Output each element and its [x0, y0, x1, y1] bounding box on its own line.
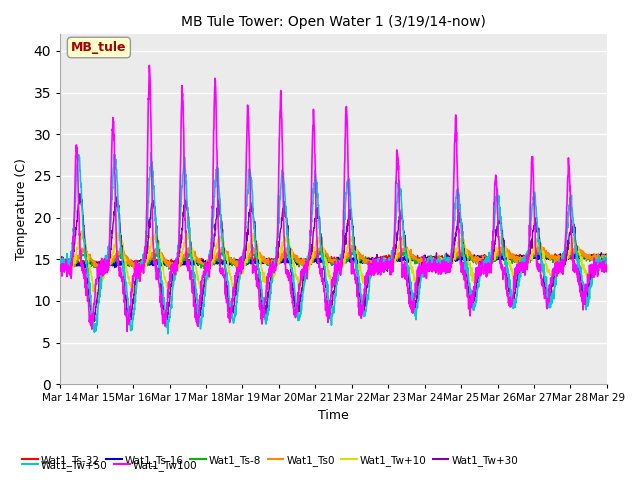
Wat1_Tw+50 — [209, 208, 217, 214]
Wat1_Tw100 — [145, 62, 153, 68]
Wat1_Ts-32 — [349, 259, 357, 264]
Wat1_Tw+30 — [493, 226, 500, 232]
Y-axis label: Temperature (C): Temperature (C) — [15, 158, 28, 260]
Legend: Wat1_Ts-32, Wat1_Ts-16, Wat1_Ts-8, Wat1_Ts0, Wat1_Tw+10, Wat1_Tw+30: Wat1_Ts-32, Wat1_Ts-16, Wat1_Ts-8, Wat1_… — [18, 451, 522, 470]
Wat1_Ts-8 — [349, 252, 357, 257]
Wat1_Ts-8 — [209, 260, 217, 265]
Wat1_Ts-32 — [65, 264, 72, 269]
Wat1_Tw100 — [350, 268, 358, 274]
Wat1_Ts0 — [534, 242, 542, 248]
Wat1_Ts-32 — [362, 257, 369, 263]
Wat1_Ts-8 — [556, 255, 563, 261]
Wat1_Ts0 — [362, 257, 369, 263]
Wat1_Tw+50 — [556, 257, 563, 263]
Wat1_Ts0 — [603, 251, 611, 257]
Wat1_Ts-32 — [209, 257, 217, 263]
X-axis label: Time: Time — [318, 409, 349, 422]
Wat1_Tw+50 — [603, 265, 611, 271]
Wat1_Ts-16 — [209, 261, 217, 267]
Wat1_Ts-8 — [570, 250, 578, 256]
Wat1_Tw+10 — [362, 278, 369, 284]
Wat1_Tw+10 — [603, 256, 611, 262]
Wat1_Tw+10 — [56, 264, 64, 269]
Wat1_Tw100 — [362, 282, 369, 288]
Line: Wat1_Ts-8: Wat1_Ts-8 — [60, 249, 607, 270]
Title: MB Tule Tower: Open Water 1 (3/19/14-now): MB Tule Tower: Open Water 1 (3/19/14-now… — [181, 15, 486, 29]
Wat1_Tw+30 — [209, 243, 217, 249]
Wat1_Tw100 — [56, 262, 64, 268]
Wat1_Tw+10 — [493, 246, 500, 252]
Wat1_Tw100 — [603, 267, 611, 273]
Wat1_Ts-16 — [570, 255, 578, 261]
Line: Wat1_Tw100: Wat1_Tw100 — [60, 65, 607, 331]
Wat1_Tw+50 — [362, 308, 369, 313]
Wat1_Ts-32 — [598, 250, 605, 255]
Wat1_Tw+30 — [56, 264, 64, 270]
Wat1_Ts-16 — [362, 257, 369, 263]
Wat1_Ts-16 — [555, 254, 563, 260]
Wat1_Ts-32 — [493, 253, 500, 259]
Wat1_Tw+30 — [570, 228, 578, 234]
Wat1_Tw+30 — [556, 268, 563, 274]
Line: Wat1_Tw+30: Wat1_Tw+30 — [60, 194, 607, 326]
Wat1_Ts0 — [56, 266, 64, 272]
Wat1_Ts-32 — [570, 253, 578, 259]
Line: Wat1_Ts-32: Wat1_Ts-32 — [60, 252, 607, 266]
Wat1_Ts-16 — [603, 251, 611, 257]
Wat1_Tw+50 — [350, 250, 358, 255]
Wat1_Tw100 — [209, 167, 217, 173]
Line: Wat1_Ts0: Wat1_Ts0 — [60, 245, 607, 271]
Wat1_Tw+30 — [362, 300, 369, 306]
Wat1_Ts-16 — [493, 257, 500, 263]
Wat1_Ts-8 — [97, 267, 104, 273]
Line: Wat1_Tw+10: Wat1_Tw+10 — [60, 229, 607, 299]
Wat1_Ts-32 — [603, 254, 611, 260]
Legend: Wat1_Tw+50, Wat1_Tw100: Wat1_Tw+50, Wat1_Tw100 — [18, 456, 202, 475]
Wat1_Ts-8 — [535, 246, 543, 252]
Wat1_Tw+30 — [350, 243, 358, 249]
Wat1_Tw+50 — [493, 197, 500, 203]
Wat1_Ts-8 — [493, 256, 500, 262]
Wat1_Tw+50 — [147, 150, 155, 156]
Wat1_Tw+50 — [570, 233, 578, 239]
Wat1_Tw100 — [124, 328, 131, 334]
Line: Wat1_Ts-16: Wat1_Ts-16 — [60, 252, 607, 268]
Wat1_Tw+10 — [556, 261, 563, 266]
Wat1_Tw+10 — [93, 296, 101, 301]
Wat1_Ts-32 — [56, 261, 64, 266]
Wat1_Ts-8 — [603, 257, 611, 263]
Wat1_Ts-8 — [56, 263, 64, 268]
Line: Wat1_Tw+50: Wat1_Tw+50 — [60, 153, 607, 334]
Wat1_Ts-8 — [362, 257, 369, 263]
Wat1_Ts0 — [570, 247, 578, 252]
Wat1_Tw+10 — [570, 240, 578, 246]
Wat1_Ts0 — [349, 250, 357, 255]
Wat1_Tw+10 — [350, 243, 358, 249]
Wat1_Tw+30 — [603, 267, 611, 273]
Wat1_Tw100 — [556, 261, 563, 266]
Wat1_Ts-16 — [104, 265, 111, 271]
Wat1_Ts-16 — [570, 250, 577, 255]
Wat1_Ts-16 — [56, 262, 64, 268]
Wat1_Ts0 — [58, 268, 65, 274]
Wat1_Tw+10 — [209, 258, 217, 264]
Wat1_Tw+10 — [79, 227, 86, 232]
Wat1_Ts0 — [209, 258, 217, 264]
Wat1_Ts-16 — [349, 258, 357, 264]
Wat1_Tw+50 — [56, 258, 64, 264]
Wat1_Ts0 — [556, 255, 563, 261]
Wat1_Tw100 — [493, 186, 500, 192]
Text: MB_tule: MB_tule — [71, 41, 127, 54]
Wat1_Tw+30 — [76, 191, 84, 197]
Wat1_Ts0 — [493, 252, 500, 258]
Wat1_Tw+50 — [164, 331, 172, 336]
Wat1_Ts-32 — [555, 254, 563, 260]
Wat1_Tw+30 — [90, 323, 97, 329]
Wat1_Tw100 — [570, 264, 578, 269]
